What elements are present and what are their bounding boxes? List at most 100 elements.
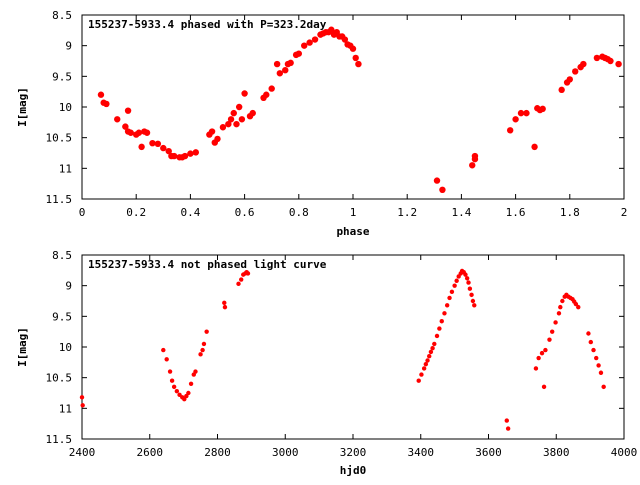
data-point	[124, 107, 132, 114]
data-point	[355, 60, 362, 68]
data-points	[79, 268, 606, 431]
data-point	[433, 177, 441, 184]
data-point	[222, 304, 228, 310]
data-point	[214, 135, 221, 143]
x-tick-label: 2800	[204, 446, 231, 459]
data-points	[97, 26, 622, 193]
data-point	[273, 60, 281, 68]
data-point	[287, 59, 294, 67]
data-point	[328, 26, 335, 33]
x-axis-label: phase	[336, 225, 369, 238]
data-point	[533, 366, 539, 371]
data-point	[572, 68, 579, 75]
x-tick-label: 4000	[611, 446, 638, 459]
data-point	[536, 355, 541, 361]
data-point	[127, 129, 134, 136]
data-point	[452, 283, 457, 288]
data-point	[349, 45, 357, 52]
data-point	[282, 67, 289, 74]
data-point	[580, 60, 587, 68]
data-point	[517, 109, 525, 117]
data-point	[198, 352, 203, 357]
data-point	[295, 50, 302, 57]
data-point	[454, 278, 459, 283]
data-point	[504, 418, 509, 423]
x-tick-label: 3800	[543, 446, 570, 459]
data-point	[161, 347, 166, 353]
data-point	[241, 90, 248, 97]
data-point	[601, 384, 606, 390]
data-point	[122, 123, 129, 130]
data-point	[164, 357, 169, 362]
data-point	[263, 91, 270, 98]
data-point	[469, 162, 476, 169]
x-tick-label: 2600	[137, 446, 164, 459]
data-point	[208, 128, 216, 135]
data-point	[471, 152, 479, 160]
data-point	[188, 381, 194, 386]
data-point	[165, 147, 172, 155]
data-point	[236, 281, 241, 287]
data-point	[187, 150, 194, 157]
data-point	[439, 319, 444, 324]
x-tick-label: 0.8	[289, 206, 309, 219]
data-point	[430, 346, 435, 351]
data-point	[167, 369, 173, 374]
y-tick-label: 10	[59, 341, 72, 354]
y-tick-label: 10.5	[46, 372, 73, 385]
data-point	[416, 378, 421, 383]
data-point	[556, 311, 562, 316]
x-tick-label: 1.8	[560, 206, 580, 219]
data-point	[469, 292, 474, 298]
y-tick-label: 9	[65, 40, 72, 53]
y-tick-label: 11.5	[46, 193, 73, 206]
data-point	[181, 152, 189, 160]
data-point	[588, 339, 594, 345]
data-point	[268, 85, 275, 92]
data-point	[341, 36, 349, 43]
data-point	[463, 272, 468, 277]
data-point	[470, 298, 476, 304]
y-tick-label: 8.5	[52, 9, 72, 22]
data-point	[170, 152, 178, 160]
y-tick-label: 10	[59, 101, 72, 114]
x-tick-label: 2	[621, 206, 628, 219]
data-point	[97, 91, 105, 98]
chart-title: 155237-5933.4 phased with P=323.2day	[88, 18, 327, 31]
data-point	[466, 280, 471, 285]
data-point	[204, 329, 209, 334]
x-tick-label: 0	[79, 206, 86, 219]
data-point	[154, 140, 162, 147]
data-point	[311, 36, 319, 43]
y-axis-label: I[mag]	[16, 327, 29, 367]
data-point	[186, 390, 191, 396]
data-point	[201, 341, 207, 347]
data-point	[586, 331, 591, 336]
data-point	[560, 298, 565, 304]
x-tick-label: 3200	[340, 446, 367, 459]
data-point	[432, 341, 437, 347]
top-panel-phased: 0 0.2 0.4 0.6 0.8 1 1.2 1.4 1.6 1.8 2 8.5 9 9.5 10 10.5…	[16, 9, 627, 238]
x-tick-label: 3400	[408, 446, 435, 459]
data-point	[301, 42, 308, 49]
data-point	[539, 350, 545, 356]
data-point	[138, 143, 145, 151]
data-point	[615, 60, 622, 68]
data-point	[193, 369, 198, 374]
data-point	[531, 143, 538, 151]
chart-title: 155237-5933.4 not phased light curve	[88, 258, 327, 271]
data-point	[549, 329, 555, 334]
data-point	[276, 70, 284, 77]
data-point	[239, 277, 244, 282]
data-point	[225, 120, 232, 128]
data-point	[442, 311, 447, 316]
data-point	[306, 39, 313, 46]
data-point	[598, 370, 604, 375]
data-point	[427, 354, 432, 359]
x-tick-label: 0.6	[235, 206, 255, 219]
data-point	[425, 358, 430, 363]
bottom-panel-unphased: 2400 2600 2800 3000 3200 3400 3600 3800 4000 8.5 9…	[16, 249, 637, 477]
data-point	[219, 124, 227, 131]
data-point	[79, 395, 85, 400]
